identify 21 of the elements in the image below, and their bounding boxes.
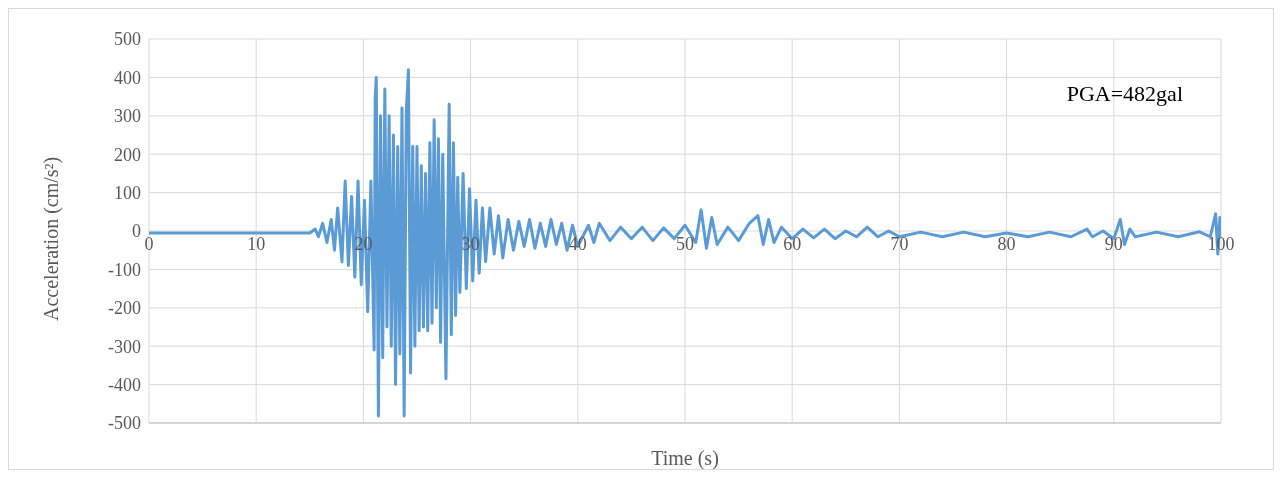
y-tick-label: 200 xyxy=(114,144,141,165)
y-tick-label: 100 xyxy=(114,182,141,203)
y-tick-label: -200 xyxy=(108,298,141,319)
y-tick-label: 300 xyxy=(114,106,141,127)
annotation: PGA=482gal xyxy=(1066,81,1183,107)
y-tick-label: 400 xyxy=(114,67,141,88)
y-tick-label: -100 xyxy=(108,259,141,280)
x-tick-label: 70 xyxy=(890,234,909,254)
x-tick-label: 40 xyxy=(568,234,587,254)
y-tick-label: -400 xyxy=(108,374,141,395)
x-tick-label: 80 xyxy=(997,234,1016,254)
x-tick-label: 90 xyxy=(1104,234,1123,254)
x-axis-title: Time (s) xyxy=(651,447,719,470)
x-tick-label: 10 xyxy=(247,234,266,254)
x-tick-label: 0 xyxy=(144,234,154,254)
x-tick-label: 60 xyxy=(783,234,802,254)
y-tick-label: -300 xyxy=(108,336,141,357)
y-axis-title: Acceleration (cm/s²) xyxy=(40,156,64,321)
y-tick-label: 500 xyxy=(114,29,141,50)
x-tick-label: 50 xyxy=(676,234,694,254)
y-tick-label: -500 xyxy=(108,413,141,434)
